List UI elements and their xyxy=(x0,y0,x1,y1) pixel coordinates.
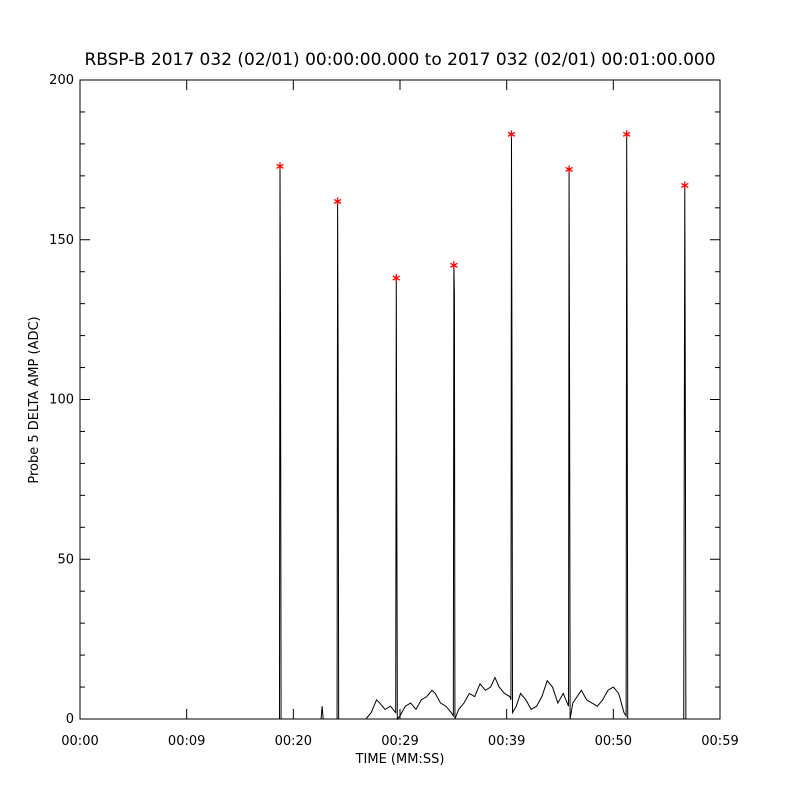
y-tick-label: 150 xyxy=(49,233,74,248)
peak-marker xyxy=(507,130,516,139)
chart-title: RBSP-B 2017 032 (02/01) 00:00:00.000 to … xyxy=(84,50,715,70)
x-tick-label: 00:09 xyxy=(168,734,205,749)
y-tick-label: 0 xyxy=(66,712,74,727)
y-axis-label: Probe 5 DELTA AMP (ADC) xyxy=(27,316,42,483)
x-tick-label: 00:50 xyxy=(595,734,632,749)
peak-marker xyxy=(333,197,342,206)
x-tick-label: 00:39 xyxy=(488,734,525,749)
x-tick-label: 00:59 xyxy=(701,734,738,749)
y-tick-label: 100 xyxy=(49,393,74,408)
peak-marker xyxy=(276,162,284,171)
x-tick-label: 00:00 xyxy=(61,734,98,749)
peak-marker xyxy=(450,261,458,270)
x-tick-label: 00:20 xyxy=(275,734,312,749)
y-tick-label: 200 xyxy=(49,73,74,88)
x-axis-label: TIME (MM:SS) xyxy=(355,752,445,767)
data-line xyxy=(80,134,720,721)
x-tick-label: 00:29 xyxy=(381,734,418,749)
peak-marker xyxy=(565,165,573,174)
peak-marker xyxy=(622,130,631,139)
peak-marker xyxy=(680,181,689,190)
y-tick-label: 50 xyxy=(57,552,74,567)
peak-marker xyxy=(392,274,401,283)
